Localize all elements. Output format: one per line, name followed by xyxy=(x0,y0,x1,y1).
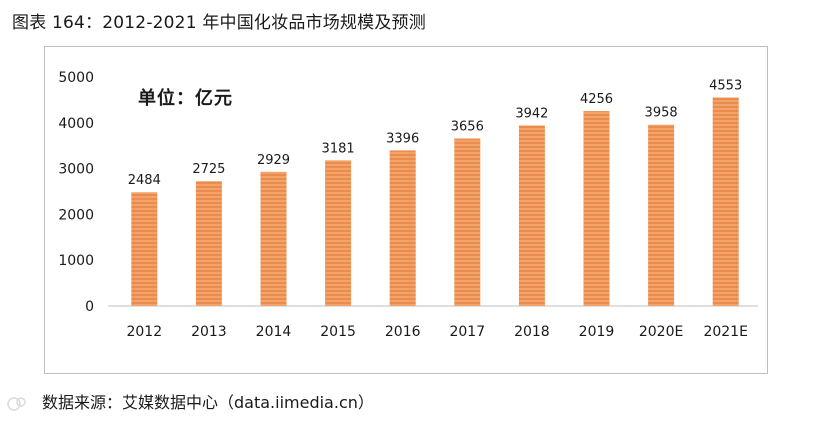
data-label: 2484 xyxy=(128,173,161,188)
x-tick-label: 2021E xyxy=(703,324,747,340)
bar-2017 xyxy=(454,138,481,306)
bar-2018 xyxy=(518,125,545,307)
bar-2019 xyxy=(583,111,610,307)
data-label: 3958 xyxy=(645,106,678,121)
x-tick-label: 2015 xyxy=(320,324,356,340)
bar-2014 xyxy=(260,171,287,306)
figure-title: 图表 164：2012-2021 年中国化妆品市场规模及预测 xyxy=(12,13,426,33)
bar-2016 xyxy=(389,150,416,306)
data-label: 3181 xyxy=(322,141,355,156)
x-tick-label: 2019 xyxy=(579,324,615,340)
data-label: 2929 xyxy=(257,153,290,168)
bar-2012 xyxy=(131,192,158,306)
y-tick-label: 1000 xyxy=(58,253,94,269)
data-label: 3396 xyxy=(386,131,419,146)
x-tick-label: 2020E xyxy=(639,324,683,340)
data-label: 4256 xyxy=(580,92,613,107)
x-tick-label: 2013 xyxy=(191,324,227,340)
unit-label: 单位：亿元 xyxy=(138,88,233,109)
watermark-logo-icon xyxy=(7,397,26,411)
source-note: 数据来源：艾媒数据中心（data.iimedia.cn） xyxy=(42,393,374,412)
data-label: 2725 xyxy=(192,162,225,177)
y-tick-label: 5000 xyxy=(58,70,94,86)
x-tick-label: 2014 xyxy=(256,324,292,340)
data-label: 3656 xyxy=(451,120,484,135)
y-tick-label: 2000 xyxy=(58,207,94,223)
bar-2021E xyxy=(712,97,739,307)
y-tick-label: 3000 xyxy=(58,162,94,178)
bar-2015 xyxy=(325,160,352,306)
x-tick-label: 2016 xyxy=(385,324,421,340)
y-tick-label: 0 xyxy=(85,299,94,315)
bar-2020E xyxy=(648,124,675,306)
x-tick-label: 2017 xyxy=(449,324,485,340)
y-tick-label: 4000 xyxy=(58,116,94,132)
data-label: 4553 xyxy=(709,78,742,93)
x-tick-label: 2018 xyxy=(514,324,550,340)
x-tick-label: 2012 xyxy=(126,324,162,340)
bar-2013 xyxy=(195,181,222,306)
data-label: 3942 xyxy=(515,106,548,121)
